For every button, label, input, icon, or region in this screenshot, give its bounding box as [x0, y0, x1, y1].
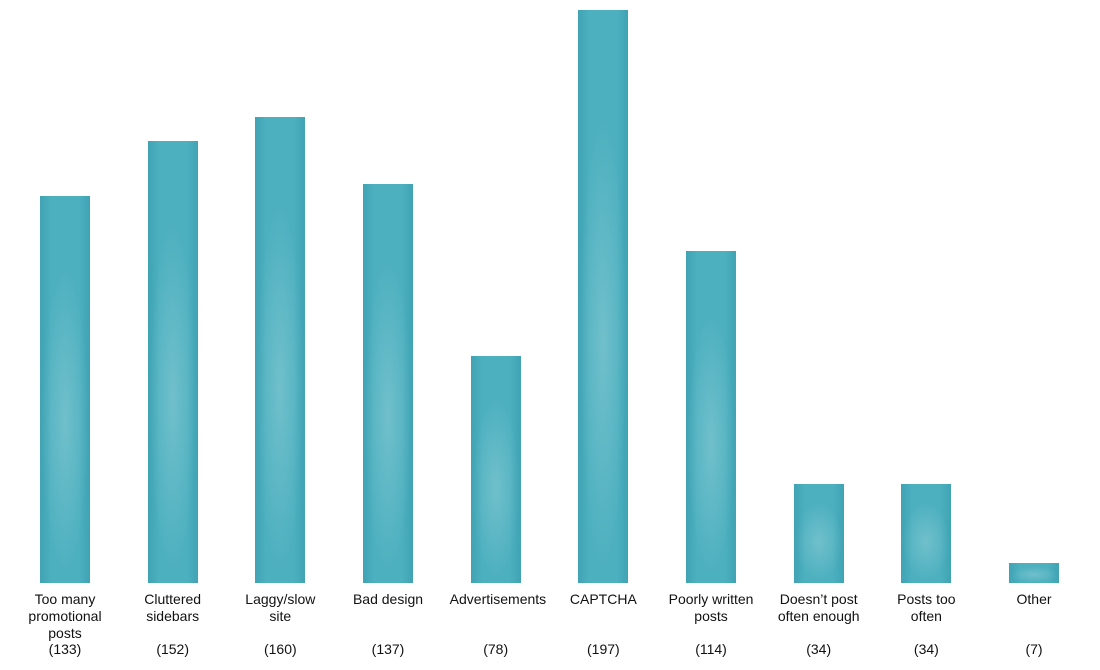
bar: [470, 356, 521, 583]
bar-column: Too many promotional posts (133): [11, 0, 119, 670]
bar-column: Laggy/slow site (160): [226, 0, 334, 670]
bar-column: Bad design (137): [334, 0, 442, 670]
bar: [1009, 563, 1060, 583]
category-label: Cluttered sidebars: [144, 591, 202, 624]
category-label: CAPTCHA: [569, 591, 637, 607]
category-label: Advertisements: [449, 591, 547, 607]
category-label: Bad design: [352, 591, 424, 607]
bar: [363, 184, 413, 583]
count-label: (7): [1025, 641, 1043, 657]
category-label: Too many promotional posts: [28, 591, 102, 641]
category-label: Laggy/slow site: [245, 591, 316, 624]
category-label: Doesn’t post often enough: [777, 591, 860, 624]
category-label: Poorly written posts: [668, 591, 754, 624]
count-label: (160): [263, 641, 297, 657]
bar: [901, 484, 952, 583]
bar: [578, 10, 629, 583]
bar-column: Posts too often (34): [872, 0, 980, 670]
count-label: (78): [483, 641, 509, 657]
bar-column: Advertisements (78): [442, 0, 550, 670]
count-label: (197): [587, 641, 620, 657]
count-label: (152): [156, 641, 189, 657]
count-label: (34): [913, 641, 939, 657]
bar: [255, 117, 306, 583]
category-label: Posts too often: [897, 591, 956, 624]
bar-column: Cluttered sidebars (152): [119, 0, 227, 670]
count-label: (137): [371, 641, 405, 657]
category-label: Other: [1016, 591, 1052, 607]
bar: [147, 141, 198, 583]
bar-column: CAPTCHA (197): [549, 0, 657, 670]
bar: [686, 251, 737, 583]
bar-column: Poorly written posts (114): [657, 0, 765, 670]
count-label: (34): [806, 641, 832, 657]
bar: [40, 196, 90, 583]
count-label: (114): [695, 641, 727, 657]
bar: [793, 484, 844, 583]
count-label: (133): [48, 641, 82, 657]
bar-column: Other (7): [980, 0, 1088, 670]
bar-column: Doesn’t post often enough (34): [765, 0, 873, 670]
